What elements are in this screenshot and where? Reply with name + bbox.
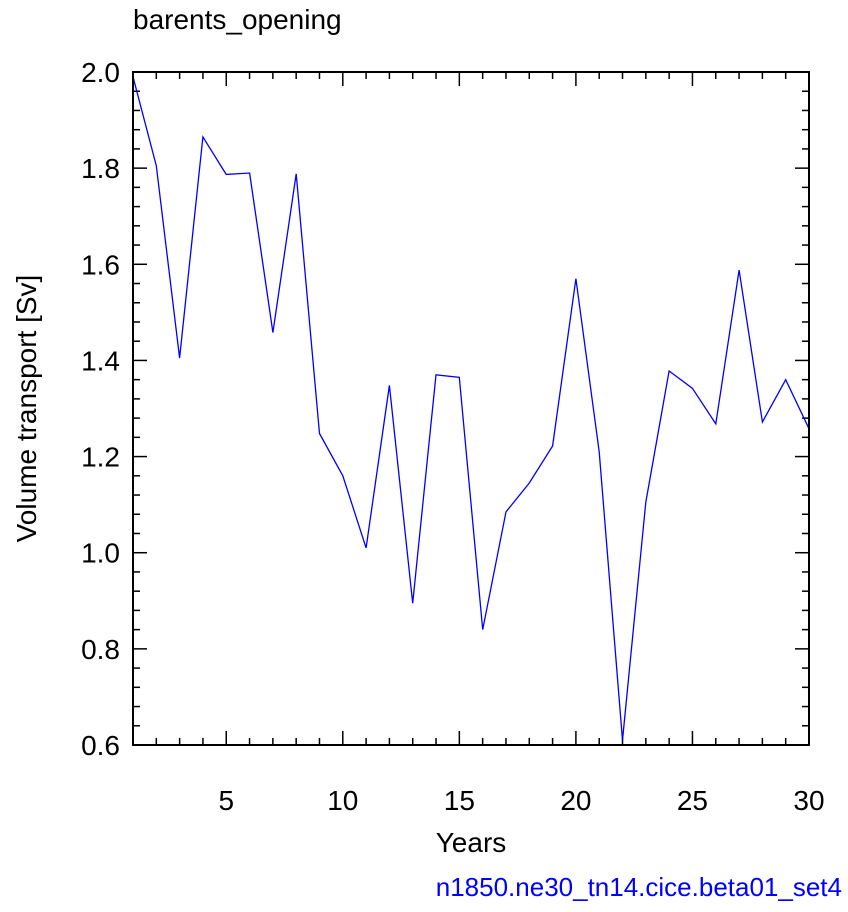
y-tick-label: 0.8: [81, 634, 120, 665]
y-tick-label: 2.0: [81, 57, 120, 88]
x-tick-label: 20: [560, 785, 591, 816]
series-layer: [132, 76, 810, 741]
minor-ticks: [132, 72, 809, 745]
y-tick-label: 1.2: [81, 442, 120, 473]
major-ticks: [133, 71, 810, 746]
series-line: [132, 76, 810, 741]
y-tick-label: 1.0: [81, 538, 120, 569]
x-tick-label: 15: [444, 785, 475, 816]
run-name-label: n1850.ne30_tn14.cice.beta01_set4: [435, 872, 842, 902]
x-axis-label: Years: [436, 827, 507, 858]
y-tick-label: 1.8: [81, 153, 120, 184]
x-tick-label: 25: [677, 785, 708, 816]
x-tick-labels: 5 10 15 20 25 30: [218, 785, 824, 816]
y-axis-label: Volume transport [Sv]: [11, 275, 42, 543]
x-tick-label: 30: [793, 785, 824, 816]
plot-frame: [132, 71, 810, 746]
x-tick-label: 10: [327, 785, 358, 816]
x-tick-label: 5: [218, 785, 234, 816]
y-tick-label: 1.6: [81, 249, 120, 280]
y-tick-label: 0.6: [81, 730, 120, 761]
chart-title: barents_opening: [133, 4, 342, 35]
y-tick-labels: 0.6 0.8 1.0 1.2 1.4 1.6 1.8 2.0: [81, 57, 120, 761]
y-tick-label: 1.4: [81, 345, 120, 376]
